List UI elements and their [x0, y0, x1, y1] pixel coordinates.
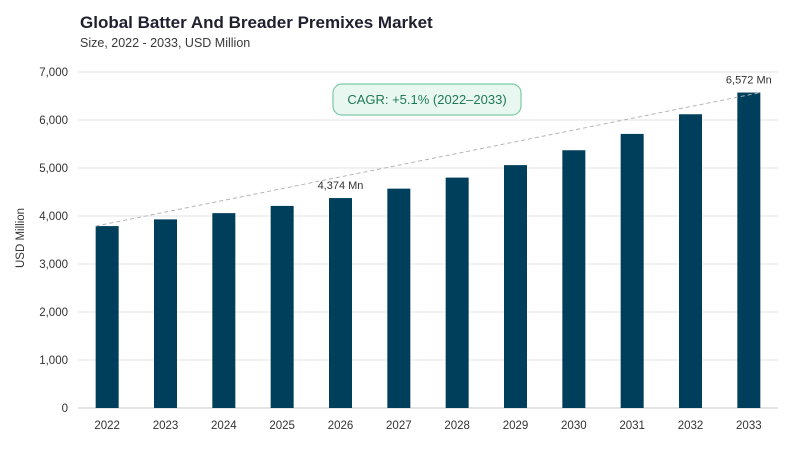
y-tick-label: 5,000	[39, 163, 68, 175]
x-tick-label: 2031	[619, 420, 645, 432]
y-tick-label: 4,000	[39, 211, 68, 223]
x-tick-label: 2029	[503, 420, 529, 432]
y-axis-title: USD Million	[15, 208, 27, 268]
bar-2028	[445, 177, 469, 408]
bars	[95, 92, 761, 409]
x-tick-label: 2025	[269, 420, 295, 432]
cagr-label: CAGR: +5.1% (2022–2033)	[347, 92, 506, 107]
cagr-box	[332, 83, 522, 116]
bar-2023	[154, 219, 177, 408]
trend-line	[95, 92, 761, 227]
cagr-trend-line	[95, 92, 761, 227]
x-tick-label: 2032	[678, 420, 704, 432]
y-tick-label: 2,000	[39, 307, 68, 319]
bar-2031	[620, 133, 644, 409]
data-labels: 4,374 Mn 6,572 Mn	[318, 75, 772, 193]
bar-2026	[329, 198, 352, 408]
chart-title: Global Batter And Breader Premixes Marke…	[80, 13, 433, 32]
bar-2027	[387, 188, 411, 408]
x-tick-label: 2030	[561, 420, 587, 432]
x-tick-label: 2028	[444, 420, 470, 432]
bar-2024	[212, 213, 236, 408]
bar-2025	[270, 205, 294, 408]
bar-2030	[562, 150, 586, 409]
cagr-annotation: CAGR: +5.1% (2022–2033)	[332, 83, 522, 116]
chart-subtitle: Size, 2022 - 2033, USD Million	[80, 36, 250, 50]
x-tick-label: 2023	[153, 420, 179, 432]
x-tick-label: 2026	[328, 420, 354, 432]
data-label-2033: 6,572 Mn	[726, 75, 772, 87]
x-axis-ticks: 2022 2023 2024 2025 2026 2027 2028 2029 2030 2031…	[94, 420, 761, 432]
x-tick-label: 2022	[94, 420, 120, 432]
bar-2029	[504, 165, 527, 408]
x-tick-label: 2024	[211, 420, 237, 432]
gridlines	[78, 71, 778, 409]
y-axis-ticks: 0 1,000 2,000 3,000 4,000 5,000 6,000 7,000	[39, 67, 68, 415]
bar-2033	[737, 92, 761, 408]
y-tick-label: 3,000	[39, 259, 68, 271]
y-tick-label: 6,000	[39, 115, 68, 127]
bar-2022	[95, 226, 119, 408]
x-tick-label: 2027	[386, 420, 412, 432]
y-tick-label: 1,000	[39, 355, 68, 367]
bar-2032	[679, 114, 702, 409]
x-tick-label: 2033	[736, 420, 762, 432]
y-tick-label: 7,000	[39, 67, 68, 79]
data-label-2026: 4,374 Mn	[318, 180, 364, 192]
y-tick-label: 0	[62, 403, 68, 415]
